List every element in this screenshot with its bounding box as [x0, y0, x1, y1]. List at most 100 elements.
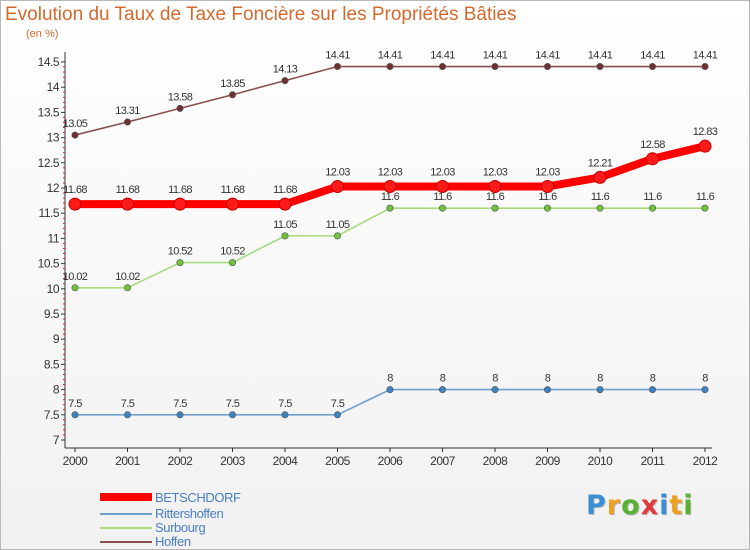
data-point-betschdorf [121, 197, 134, 211]
data-point-rittershoffen [648, 386, 656, 394]
data-label-rittershoffen: 7.5 [278, 398, 292, 410]
data-point-surbourg [229, 259, 237, 267]
data-label-hoffen: 14.41 [693, 50, 718, 62]
data-point-hoffen [491, 63, 499, 71]
legend-label: Rittershoffen [155, 506, 224, 521]
data-label-rittershoffen: 8 [702, 373, 708, 385]
logo-letter: o [621, 490, 641, 521]
series-line-rittershoffen [74, 388, 706, 416]
y-tick-label: 7 [53, 433, 60, 447]
y-tick-label: 11.5 [39, 206, 60, 220]
data-point-hoffen [386, 63, 394, 71]
data-label-betschdorf: 12.03 [430, 166, 455, 178]
data-point-hoffen [176, 104, 184, 112]
legend-label: Hoffen [155, 534, 191, 549]
data-label-rittershoffen: 7.5 [226, 398, 240, 410]
data-label-surbourg: 10.02 [115, 271, 140, 283]
x-tick-label: 2008 [483, 454, 509, 468]
data-label-betschdorf: 12.03 [483, 166, 508, 178]
data-point-rittershoffen [438, 386, 446, 394]
data-label-surbourg: 11.6 [696, 191, 715, 203]
data-label-betschdorf: 12.03 [325, 166, 350, 178]
data-label-betschdorf: 12.83 [693, 126, 718, 138]
data-point-surbourg [491, 204, 499, 212]
data-point-betschdorf [436, 179, 449, 193]
data-label-hoffen: 13.58 [168, 91, 193, 103]
data-point-rittershoffen [491, 386, 499, 394]
y-tick-label: 7.5 [44, 408, 60, 422]
y-tick-label: 9.5 [44, 307, 60, 321]
data-point-surbourg [701, 204, 709, 212]
data-label-rittershoffen: 8 [545, 373, 551, 385]
data-point-surbourg [648, 204, 656, 212]
x-tick-label: 2002 [168, 454, 194, 468]
y-tick-label: 9 [53, 332, 60, 346]
data-label-hoffen: 14.41 [535, 50, 560, 62]
data-point-surbourg [124, 284, 132, 292]
data-point-betschdorf [488, 179, 502, 193]
logo-letter: i [659, 490, 670, 521]
data-label-surbourg: 11.6 [433, 191, 452, 203]
data-point-hoffen [596, 63, 604, 71]
data-label-surbourg: 11.6 [643, 191, 662, 203]
legend-swatch [100, 527, 152, 529]
y-tick-label: 8 [53, 383, 60, 397]
data-point-hoffen [333, 63, 341, 71]
data-label-surbourg: 10.52 [220, 246, 245, 258]
data-point-hoffen [701, 63, 709, 71]
x-tick-label: 2005 [325, 454, 351, 468]
data-point-rittershoffen [596, 386, 604, 394]
data-label-rittershoffen: 8 [387, 373, 393, 385]
data-point-rittershoffen [229, 411, 237, 419]
y-tick-label: 12 [47, 181, 60, 195]
data-point-hoffen [124, 118, 132, 126]
y-tick-label: 13 [47, 131, 60, 145]
data-point-rittershoffen [543, 386, 551, 394]
data-point-hoffen [648, 63, 656, 71]
data-point-surbourg [596, 204, 604, 212]
data-point-rittershoffen [333, 411, 341, 419]
data-label-rittershoffen: 7.5 [331, 398, 345, 410]
data-point-betschdorf [383, 179, 397, 193]
data-point-hoffen [438, 63, 446, 71]
data-point-rittershoffen [176, 411, 184, 419]
data-label-surbourg: 11.05 [326, 219, 350, 231]
data-label-betschdorf: 12.03 [378, 166, 403, 178]
y-tick-label: 12.5 [38, 156, 60, 170]
data-label-surbourg: 10.52 [168, 246, 193, 258]
data-label-rittershoffen: 8 [440, 373, 446, 385]
y-tick-label: 13.5 [38, 105, 60, 119]
y-tick-label: 11 [48, 231, 60, 245]
data-point-hoffen [71, 131, 79, 139]
data-point-betschdorf [541, 179, 554, 193]
y-axis-unit: (en %) [26, 28, 59, 40]
x-tick-label: 2001 [115, 454, 141, 468]
y-tick-label: 14 [47, 80, 60, 94]
data-label-hoffen: 14.41 [378, 50, 403, 62]
data-label-betschdorf: 12.21 [588, 157, 613, 169]
data-label-surbourg: 11.6 [381, 191, 400, 203]
x-tick-label: 2007 [430, 454, 456, 468]
data-point-betschdorf [646, 152, 659, 166]
data-labels: 13.05 13.31 13.58 13.85 14.13 14.41 14.41 14.41… [63, 50, 719, 410]
legend-label: BETSCHDORF [155, 490, 241, 505]
legend-item-betschdorf: BETSCHDORF [100, 490, 320, 506]
legend-swatch [100, 541, 152, 543]
data-point-betschdorf [278, 197, 292, 211]
axes: 7 7.5 8 8.5 9 9.5 10 10.5 11 11.5 12 12.5 13 13.5 14 14… [38, 52, 719, 468]
legend-swatch [100, 493, 152, 501]
data-label-hoffen: 13.85 [220, 78, 245, 90]
y-tick-label: 10.5 [38, 257, 60, 271]
data-label-rittershoffen: 7.5 [68, 398, 82, 410]
data-label-betschdorf: 11.68 [116, 184, 140, 196]
legend-item-hoffen: Hoffen [100, 534, 320, 550]
data-point-rittershoffen [701, 386, 709, 394]
data-point-betschdorf [593, 170, 607, 184]
data-label-betschdorf: 12.58 [640, 139, 665, 151]
x-tick-label: 2011 [641, 454, 666, 468]
data-point-betschdorf [331, 179, 344, 193]
x-tick-label: 2000 [63, 454, 89, 468]
legend-label: Surbourg [155, 520, 206, 535]
data-point-surbourg [438, 204, 446, 212]
